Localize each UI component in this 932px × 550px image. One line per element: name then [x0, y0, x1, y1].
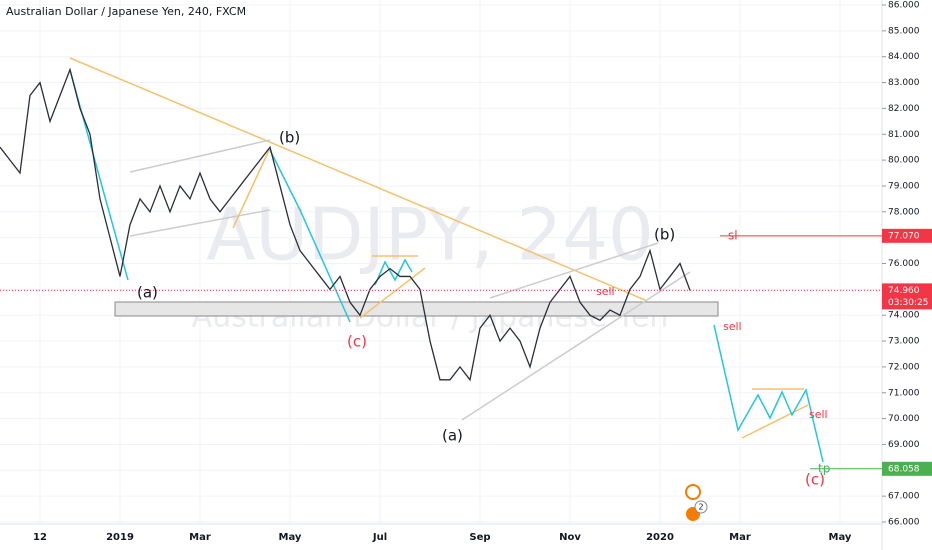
wave-label: (a) — [137, 284, 158, 302]
y-tick-label: 82.000 — [888, 104, 920, 114]
wave-label: (a) — [442, 427, 463, 445]
y-tick-label: 67.000 — [888, 492, 920, 502]
trendline — [69, 57, 646, 301]
y-tick-label: 79.000 — [888, 181, 920, 191]
price-tag-label: 74.960 — [888, 286, 920, 296]
channel-line — [129, 139, 271, 173]
wave-arrow — [713, 324, 824, 463]
badge — [694, 500, 708, 514]
y-tick-label: 71.000 — [888, 388, 920, 398]
price-tag-label: 77.070 — [888, 231, 920, 241]
y-tick-label: 81.000 — [888, 130, 920, 140]
price-tag — [882, 283, 932, 310]
price-line — [0, 67, 691, 382]
support-zone — [114, 301, 719, 317]
channel-line — [461, 271, 691, 421]
wave-label: (c) — [347, 333, 367, 351]
x-tick-label: Jul — [372, 532, 387, 543]
drawings — [69, 57, 824, 463]
channel-line — [129, 209, 271, 237]
sell-label: sell — [723, 320, 742, 333]
y-tick-label: 66.000 — [888, 518, 920, 528]
y-tick-label: 84.000 — [888, 52, 920, 62]
x-tick-label: Mar — [189, 532, 211, 543]
y-tick-label: 85.000 — [888, 26, 920, 36]
sell-label: sell — [809, 408, 828, 421]
x-tick-label: 2020 — [646, 532, 674, 543]
price-tag-label: 68.058 — [888, 464, 920, 474]
price-line-label: tp — [818, 461, 830, 475]
price-tag — [882, 228, 932, 243]
channel-line — [489, 242, 659, 299]
x-tick-label: 2019 — [106, 532, 134, 543]
x-tick-label: 12 — [33, 532, 47, 543]
y-tick-label: 69.000 — [888, 440, 920, 450]
wedge-line — [741, 404, 809, 439]
wedge-line — [359, 267, 426, 319]
x-tick-label: May — [279, 532, 302, 543]
y-tick-label: 70.000 — [888, 414, 920, 424]
price-line-label: sl — [728, 228, 738, 242]
countdown: 03:30:25 — [888, 298, 928, 308]
wave-label: (b) — [279, 129, 300, 147]
y-tick-label: 86.000 — [888, 1, 920, 11]
wave-label: (c) — [805, 471, 825, 489]
badge-count: 2 — [698, 503, 703, 512]
wave-arrow — [374, 258, 413, 286]
y-tick-label: 76.000 — [888, 259, 920, 269]
y-tick-label: 83.000 — [888, 78, 920, 88]
x-tick-label: Mar — [729, 532, 751, 543]
watermark: AUDJPY, 240 — [206, 193, 654, 277]
y-tick-label: 73.000 — [888, 337, 920, 347]
y-tick-label: 78.000 — [888, 207, 920, 217]
wave-label: (b) — [654, 226, 675, 244]
x-tick-label: May — [829, 532, 852, 543]
y-tick-label: 80.000 — [888, 156, 920, 166]
x-tick-label: Sep — [469, 532, 490, 543]
chart-title: Australian Dollar / Japanese Yen, 240, F… — [6, 5, 246, 18]
y-tick-label: 74.000 — [888, 311, 920, 321]
sell-label: sell — [596, 285, 615, 298]
x-tick-label: Nov — [559, 532, 581, 543]
event-icon[interactable] — [685, 484, 701, 500]
price-tag — [882, 461, 932, 476]
y-tick-label: 72.000 — [888, 362, 920, 372]
wedge-line — [232, 147, 271, 229]
